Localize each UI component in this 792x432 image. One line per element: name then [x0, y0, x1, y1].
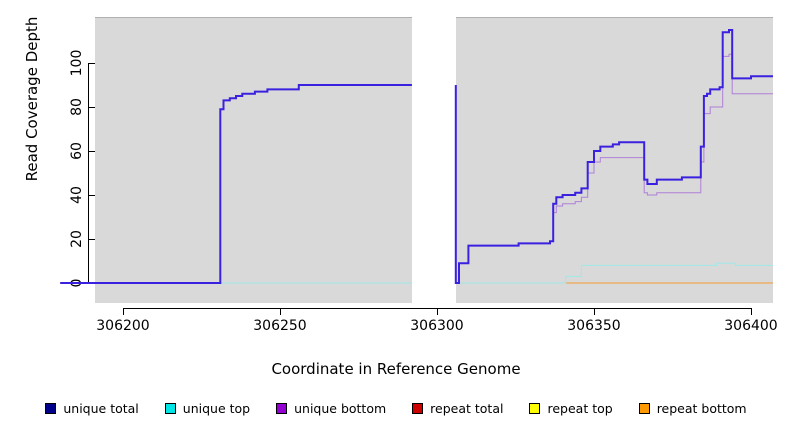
legend-label: unique top [182, 400, 251, 416]
legend-item-unique-bottom[interactable]: unique bottom [276, 401, 386, 416]
legend-swatch-icon [638, 402, 650, 414]
series-line-unique-bottom [455, 53, 773, 284]
y-tick-label: 20 [69, 230, 85, 248]
legend-item-repeat-total[interactable]: repeat total [412, 401, 503, 416]
legend-item-repeat-bottom[interactable]: repeat bottom [638, 400, 747, 416]
legend-item-repeat-top[interactable]: repeat top [529, 400, 613, 416]
legend-item-unique-top[interactable]: unique top [164, 400, 251, 416]
x-tick-mark [437, 308, 438, 315]
legend-swatch-icon [276, 402, 288, 414]
x-tick-label: 306300 [410, 318, 464, 334]
x-tick-mark [123, 308, 124, 315]
y-tick-mark [88, 63, 95, 64]
x-tick-label: 306350 [567, 318, 621, 334]
plot-panel-right [455, 17, 773, 303]
y-tick-label: 60 [69, 142, 85, 160]
y-tick-label: 80 [69, 98, 85, 116]
legend-swatch-icon [412, 402, 424, 414]
legend-swatch-icon [529, 402, 541, 414]
legend-swatch-icon [45, 402, 57, 414]
legend-item-unique-total[interactable]: unique total [45, 400, 139, 416]
plot-area [60, 17, 773, 303]
x-tick-mark [751, 308, 752, 315]
plot-panel-left [95, 17, 412, 303]
series-line-unique-bottom [60, 84, 412, 284]
series-line-unique-total [60, 84, 412, 284]
x-tick-label: 306200 [96, 318, 150, 334]
y-tick-label: 100 [69, 49, 85, 77]
legend: unique total unique top unique bottom repea… [0, 396, 792, 420]
legend-label: repeat total [430, 400, 504, 416]
legend-label: unique bottom [294, 400, 387, 416]
legend-swatch-icon [164, 402, 176, 414]
y-tick-mark [88, 107, 95, 108]
legend-label: repeat bottom [656, 400, 747, 416]
x-tick-mark [280, 308, 281, 315]
legend-label: repeat top [547, 400, 613, 416]
y-axis-line [88, 63, 89, 283]
series-line-unique-top [455, 262, 773, 284]
x-axis-title: Coordinate in Reference Genome [271, 360, 521, 378]
y-tick-mark [88, 151, 95, 152]
y-tick-label: 40 [69, 186, 85, 204]
legend-label: unique total [63, 400, 139, 416]
x-tick-label: 306250 [253, 318, 307, 334]
series-lines [60, 29, 773, 284]
x-tick-mark [594, 308, 595, 315]
y-axis-title: Read Coverage Depth [23, 16, 41, 182]
series-line-unique-total [454, 29, 773, 284]
y-tick-mark [88, 239, 95, 240]
x-tick-label: 306400 [724, 318, 778, 334]
y-tick-mark [88, 195, 95, 196]
